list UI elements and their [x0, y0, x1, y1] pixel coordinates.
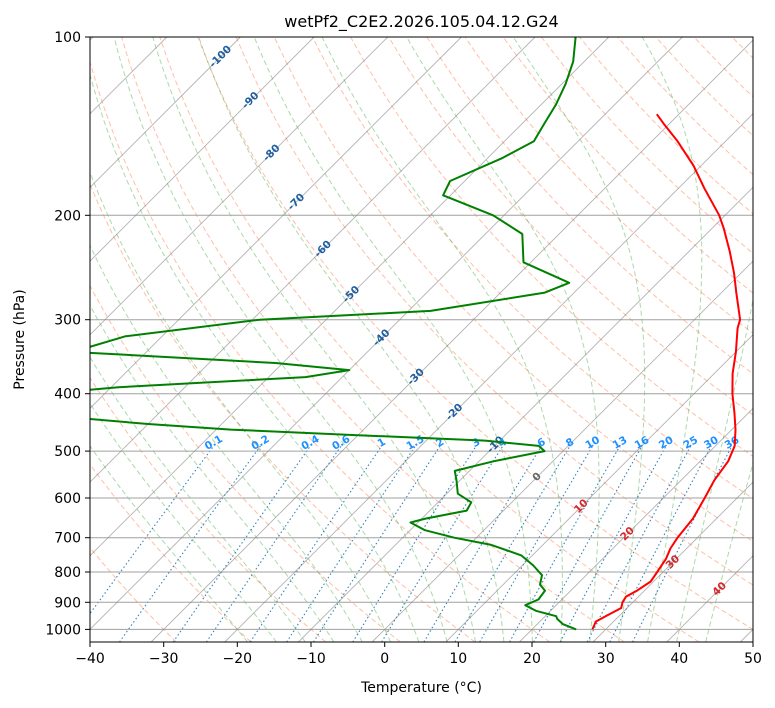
mixing-ratio-line	[249, 445, 383, 642]
dry-adiabat	[159, 37, 700, 642]
moist-adiabat	[253, 37, 533, 642]
dry-adiabat	[388, 37, 753, 416]
sounding-series	[90, 37, 742, 631]
y-tick-label: 300	[54, 313, 81, 329]
mixing-ratio-line	[286, 445, 416, 642]
y-tick-label: 200	[54, 208, 81, 224]
moist-adiabat	[321, 37, 563, 642]
mixing-ratio-line	[423, 445, 542, 642]
y-tick-label: 100	[54, 30, 81, 46]
x-tick-label: −40	[75, 651, 105, 667]
x-tick-label: 10	[449, 651, 467, 667]
gridlines	[90, 37, 753, 642]
y-tick-label: 900	[54, 595, 81, 611]
isotherm-gridline	[90, 37, 389, 336]
moist-adiabat	[198, 37, 505, 642]
moist-adiabat	[90, 356, 306, 642]
isotherm-gridline	[519, 407, 753, 642]
moist-adiabat	[152, 37, 476, 642]
moist-adiabat	[90, 445, 248, 642]
x-tick-label: −30	[149, 651, 179, 667]
isotherm-gridline	[592, 481, 753, 642]
plot-frame	[89, 36, 754, 643]
isotherm-gridline	[90, 37, 462, 410]
temperature-line	[591, 113, 742, 630]
moist-adiabat	[90, 304, 335, 642]
isotherm-gridline	[224, 113, 753, 642]
x-tick-label: 0	[380, 651, 389, 667]
mixing-ratio-line	[454, 445, 571, 642]
mixing-ratio-line	[172, 445, 311, 642]
moist-adiabat	[641, 37, 703, 642]
dry-adiabat	[90, 546, 177, 642]
y-tick-label: 500	[54, 444, 81, 460]
mixing-ratio-line	[352, 445, 477, 642]
x-tick-label: −20	[223, 651, 253, 667]
y-axis-label: Pressure (hPa)	[12, 289, 28, 389]
x-axis-label: Temperature (°C)	[360, 680, 482, 696]
x-tick-label: 40	[670, 651, 688, 667]
moist-adiabat	[90, 244, 363, 642]
isotherm-gridline	[90, 37, 536, 483]
y-tick-label: 1000	[45, 622, 81, 638]
x-axis: −40 −30 −20 −10 0 10 20 30 40 50	[75, 642, 762, 667]
mixing-ratio-line	[205, 445, 342, 642]
mixing-ratio-line	[119, 445, 261, 642]
moist-adiabat	[406, 37, 600, 642]
y-tick-label: 800	[54, 565, 81, 581]
isotherm-gridline	[90, 37, 241, 189]
isotherm-gridline	[90, 37, 683, 631]
moist-adiabat	[705, 461, 753, 642]
dry-adiabat	[502, 37, 753, 294]
moist-adiabat	[676, 296, 753, 642]
moist-adiabat	[90, 171, 391, 642]
isotherm-gridline	[150, 39, 753, 642]
dry-adiabat	[90, 376, 327, 642]
dry-adiabat	[121, 37, 625, 642]
y-tick-label: 400	[54, 387, 81, 403]
dewpoint-line	[90, 37, 577, 631]
y-tick-label: 600	[54, 491, 81, 507]
mixing-ratio-line	[533, 445, 643, 642]
mixing-ratio-line	[313, 445, 441, 642]
chart-title: wetPf2_C2E2.2026.105.04.12.G24	[284, 12, 558, 32]
plot-area: -100-90-80-70-60-50-40-30-20-10010203040…	[90, 37, 753, 642]
moist-adiabat	[90, 72, 420, 642]
dry-adiabat	[90, 60, 551, 642]
dry-adiabat	[311, 37, 753, 500]
mixing-ratio-line	[609, 445, 712, 642]
isotherm-gridline	[90, 37, 315, 262]
dry-adiabat	[235, 37, 753, 586]
isotherm-gridline	[90, 37, 610, 557]
y-axis: 1000 900 800 700 600 500 400 300 200 100	[45, 30, 90, 638]
x-tick-label: −10	[296, 651, 326, 667]
dry-adiabat	[197, 37, 753, 630]
x-tick-label: 30	[597, 651, 615, 667]
moist-adiabat	[90, 402, 277, 642]
isotherm-gridline	[298, 186, 753, 642]
y-tick-label: 700	[54, 531, 81, 547]
dry-adiabat	[426, 37, 753, 375]
moist-adiabat	[113, 37, 448, 642]
x-tick-label: 50	[744, 651, 762, 667]
mixing-ratio-line	[509, 445, 621, 642]
dry-adiabat	[90, 463, 252, 642]
dry-adiabat	[90, 182, 476, 642]
x-tick-label: 20	[523, 651, 541, 667]
isotherm-gridline	[445, 334, 753, 642]
mixing-ratio-lines	[90, 445, 733, 642]
